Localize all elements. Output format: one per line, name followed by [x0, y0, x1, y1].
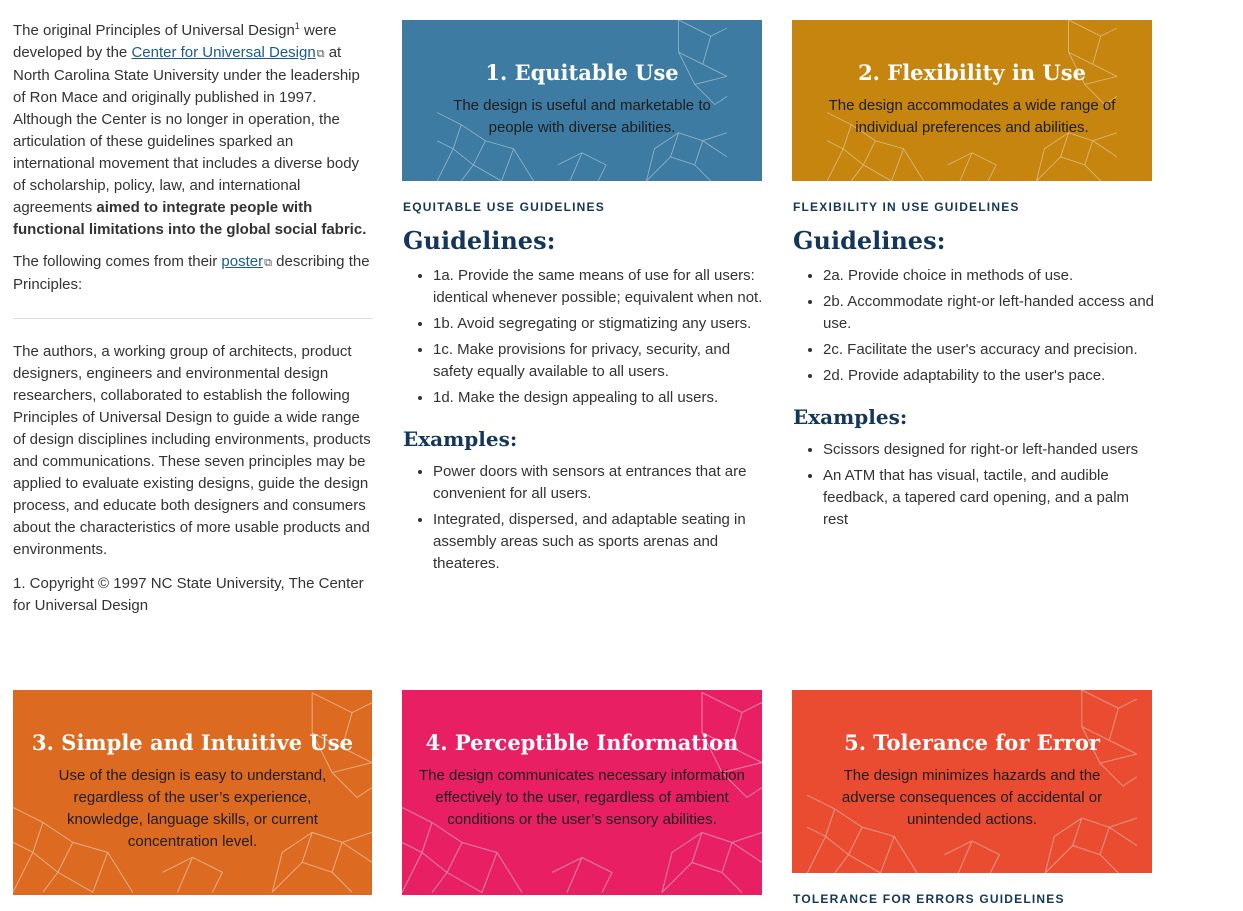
principle-title: 5. Tolerance for Error — [844, 730, 1100, 755]
guidelines-heading: Guidelines: — [403, 226, 556, 255]
equitable-use-guidelines: EQUITABLE USE GUIDELINES Guidelines: 1a.… — [403, 200, 768, 579]
flexibility-in-use-guidelines: FLEXIBILITY IN USE GUIDELINES Guidelines… — [793, 200, 1158, 535]
footnote: 1. Copyright © 1997 NC State University,… — [13, 575, 364, 614]
external-link-icon: ⧉ — [316, 48, 325, 60]
guidelines-list: 1a. Provide the same means of use for al… — [403, 265, 768, 409]
guidelines-heading: Guidelines: — [793, 226, 946, 255]
principle-title: 4. Perceptible Information — [425, 730, 739, 755]
list-item: An ATM that has visual, tactile, and aud… — [823, 465, 1158, 531]
examples-heading: Examples: — [403, 427, 518, 451]
poster-text: describing the Principles: — [13, 253, 370, 293]
principle-title: 2. Flexibility in Use — [858, 60, 1086, 85]
external-link-icon: ⧉ — [264, 257, 272, 269]
examples-list: Power doors with sensors at entrances th… — [403, 461, 768, 575]
intro-text: at North Carolina State University under… — [13, 44, 360, 216]
intro-text: The original Principles of Universal Des… — [13, 22, 295, 39]
list-item: 2d. Provide adaptability to the user's p… — [823, 365, 1158, 387]
section-label: EQUITABLE USE GUIDELINES — [403, 200, 605, 214]
list-item: Power doors with sensors at entrances th… — [433, 461, 768, 505]
list-item: 1b. Avoid segregating or stigmatizing an… — [433, 313, 768, 335]
guidelines-list: 2a. Provide choice in methods of use. 2b… — [793, 265, 1158, 387]
principle-description: The design accommodates a wide range of … — [828, 97, 1116, 136]
principle-card-flexibility-in-use: 2. Flexibility in Use The design accommo… — [792, 20, 1152, 181]
intro-text: were developed by the — [13, 22, 337, 61]
center-link[interactable]: Center for Universal Design — [131, 44, 316, 61]
section-label: FLEXIBILITY IN USE GUIDELINES — [793, 200, 1020, 214]
list-item: 2a. Provide choice in methods of use. — [823, 265, 1158, 287]
principle-card-tolerance-for-error: 5. Tolerance for Error The design minimi… — [792, 690, 1152, 873]
list-item: 1c. Make provisions for privacy, securit… — [433, 339, 768, 383]
principle-card-simple-intuitive-use: 3. Simple and Intuitive Use Use of the d… — [13, 690, 372, 895]
authors-paragraph: The authors, a working group of architec… — [13, 343, 371, 558]
principle-description: Use of the design is easy to understand,… — [58, 767, 327, 850]
examples-list: Scissors designed for right-or left-hand… — [793, 439, 1158, 531]
examples-heading: Examples: — [793, 405, 908, 429]
poster-text: The following comes from their — [13, 253, 222, 270]
principle-title: 3. Simple and Intuitive Use — [32, 730, 353, 755]
list-item: 1a. Provide the same means of use for al… — [433, 265, 768, 309]
list-item: Integrated, dispersed, and adaptable sea… — [433, 509, 768, 575]
principle-title: 1. Equitable Use — [485, 60, 679, 85]
intro-bold-text: aimed to integrate people with functiona… — [13, 199, 367, 238]
footnote-ref[interactable]: 1 — [294, 21, 300, 31]
principle-card-perceptible-information: 4. Perceptible Information The design co… — [402, 690, 762, 895]
list-item: 1d. Make the design appealing to all use… — [433, 387, 768, 409]
section-label: TOLERANCE FOR ERRORS GUIDELINES — [793, 892, 1065, 906]
poster-link[interactable]: poster — [221, 253, 264, 270]
principle-description: The design communicates necessary inform… — [419, 767, 745, 828]
tolerance-for-errors-guidelines: TOLERANCE FOR ERRORS GUIDELINES — [793, 892, 1158, 906]
list-item: 2b. Accommodate right-or left-handed acc… — [823, 291, 1158, 335]
principle-card-equitable-use: 1. Equitable Use The design is useful an… — [402, 20, 762, 181]
principle-description: The design is useful and marketable to p… — [453, 97, 711, 136]
list-item: Scissors designed for right-or left-hand… — [823, 439, 1158, 461]
intro-column: The original Principles of Universal Des… — [13, 20, 373, 627]
intro-paragraph: The original Principles of Universal Des… — [13, 20, 373, 241]
principle-description: The design minimizes hazards and the adv… — [841, 767, 1103, 828]
list-item: 2c. Facilitate the user's accuracy and p… — [823, 339, 1158, 361]
poster-paragraph: The following comes from their poster⧉ d… — [13, 251, 373, 296]
divider — [13, 318, 373, 319]
